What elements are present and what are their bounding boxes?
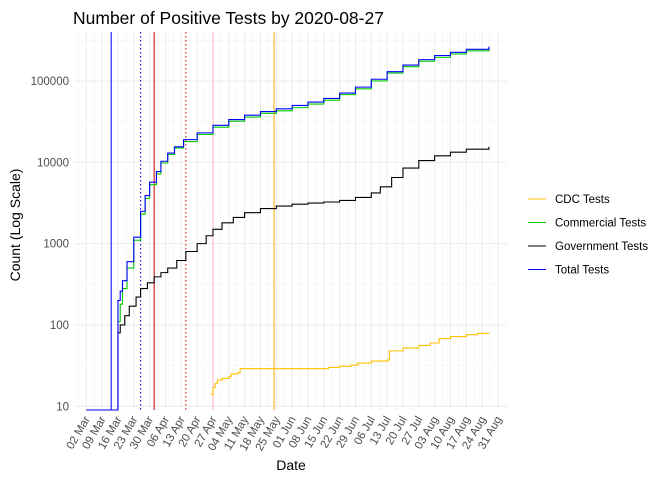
y-tick-label: 100 [50,320,69,332]
y-tick-label: 1000 [43,239,69,251]
legend-label: Government Tests [555,241,648,253]
legend-label: Commercial Tests [555,218,646,230]
legend-label: Total Tests [555,265,609,277]
series-line-government-tests [86,146,490,411]
series-line-cdc-tests [210,332,490,395]
y-axis-title: Count (Log Scale) [7,169,23,282]
legend: CDC Tests Commercial Tests Government Test… [528,194,648,277]
series-lines [86,46,490,411]
legend-label: CDC Tests [555,194,610,206]
y-tick-label: 10000 [37,157,69,169]
y-axis: 10 100 1000 10000 100000 [31,76,69,413]
x-axis-title: Date [276,457,306,473]
grid [75,32,507,410]
series-line-total-tests [86,46,490,411]
y-tick-label: 100000 [31,76,69,88]
reference-lines [110,32,275,410]
y-tick-label: 10 [56,401,69,413]
chart-title: Number of Positive Tests by 2020-08-27 [73,8,384,28]
